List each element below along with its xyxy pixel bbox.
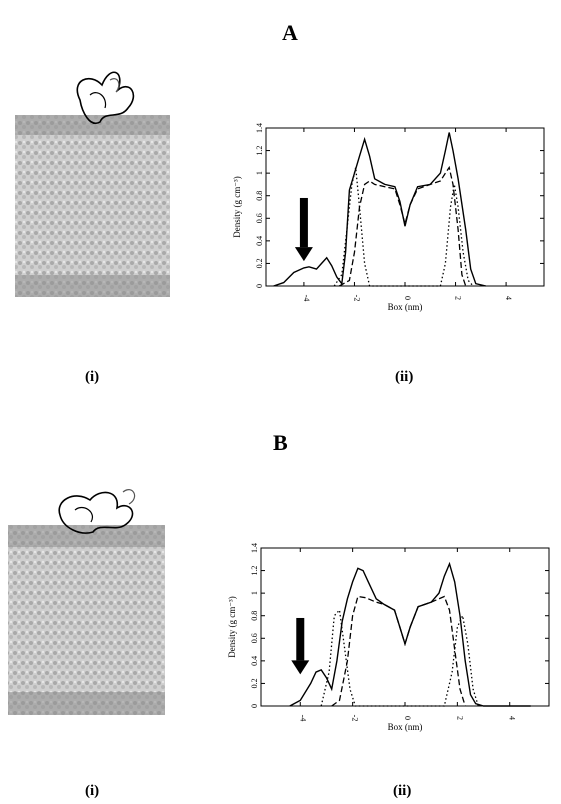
x-tick-label: 0: [403, 716, 412, 720]
x-tick-label: -2: [352, 295, 361, 302]
x-tick-label: 2: [455, 716, 464, 720]
y-tick-label: 0: [255, 284, 264, 288]
y-tick-label: 0.8: [250, 611, 259, 621]
x-tick-label: 0: [403, 296, 412, 300]
x-axis-label: Box (nm): [388, 302, 423, 312]
y-tick-label: 0.6: [250, 633, 259, 643]
panel-letter-b: B: [273, 430, 288, 455]
x-axis-label: Box (nm): [388, 722, 423, 732]
y-tick-label: 0.2: [250, 678, 259, 688]
y-tick-label: 0: [250, 704, 259, 708]
y-tick-label: 1.2: [250, 566, 259, 576]
series-line-dashed: [338, 165, 467, 287]
sub-label-a-right: (ii): [395, 369, 414, 385]
density-plot-a: -4 -2 0 2 4 0 0.2 0.4 0.6 0.8 1 1.2 1.4 Box (nm) Densi…: [232, 123, 545, 312]
sub-label-a-left: (i): [85, 369, 100, 385]
y-tick-label: 0.4: [250, 656, 259, 666]
membrane-snapshot-b: [8, 489, 165, 715]
y-tick-label: 0.6: [255, 213, 264, 223]
series-line-solid: [273, 132, 487, 287]
sub-label-b-left: (i): [85, 783, 100, 799]
arrow-shaft: [299, 197, 308, 248]
y-tick-label: 1.4: [255, 123, 264, 133]
y-tick-label: 1: [250, 591, 259, 595]
series-line-dotted: [320, 608, 479, 707]
membrane-snapshot-a: [15, 71, 170, 297]
y-tick-label: 1.4: [250, 543, 259, 553]
x-tick-label: 4: [504, 296, 513, 300]
y-tick-label: 0.2: [255, 258, 264, 268]
arrow-shaft: [296, 617, 305, 661]
series-line-dotted: [333, 167, 474, 287]
y-axis-label: Density (g cm⁻³): [232, 176, 242, 237]
x-tick-label: -4: [298, 715, 307, 722]
series-line-solid: [289, 561, 531, 707]
y-tick-label: 0.4: [255, 236, 264, 246]
arrow-head: [294, 247, 313, 262]
density-plot-b: -4 -2 0 2 4 0 0.2 0.4 0.6 0.8 1 1.2 1.4 Box (nm) Densi…: [227, 543, 550, 732]
y-tick-label: 0.8: [255, 191, 264, 201]
panel-letter-a: A: [282, 20, 298, 45]
x-tick-label: -2: [351, 715, 360, 722]
arrow-head: [291, 660, 310, 675]
y-axis-label: Density (g cm⁻³): [227, 596, 237, 657]
x-tick-label: 4: [508, 716, 517, 720]
series-line-dashed: [331, 595, 466, 707]
x-tick-label: 2: [454, 296, 463, 300]
y-tick-label: 1: [255, 171, 264, 175]
sub-label-b-right: (ii): [393, 783, 412, 799]
x-tick-label: -4: [302, 295, 311, 302]
y-tick-label: 1.2: [255, 146, 264, 156]
